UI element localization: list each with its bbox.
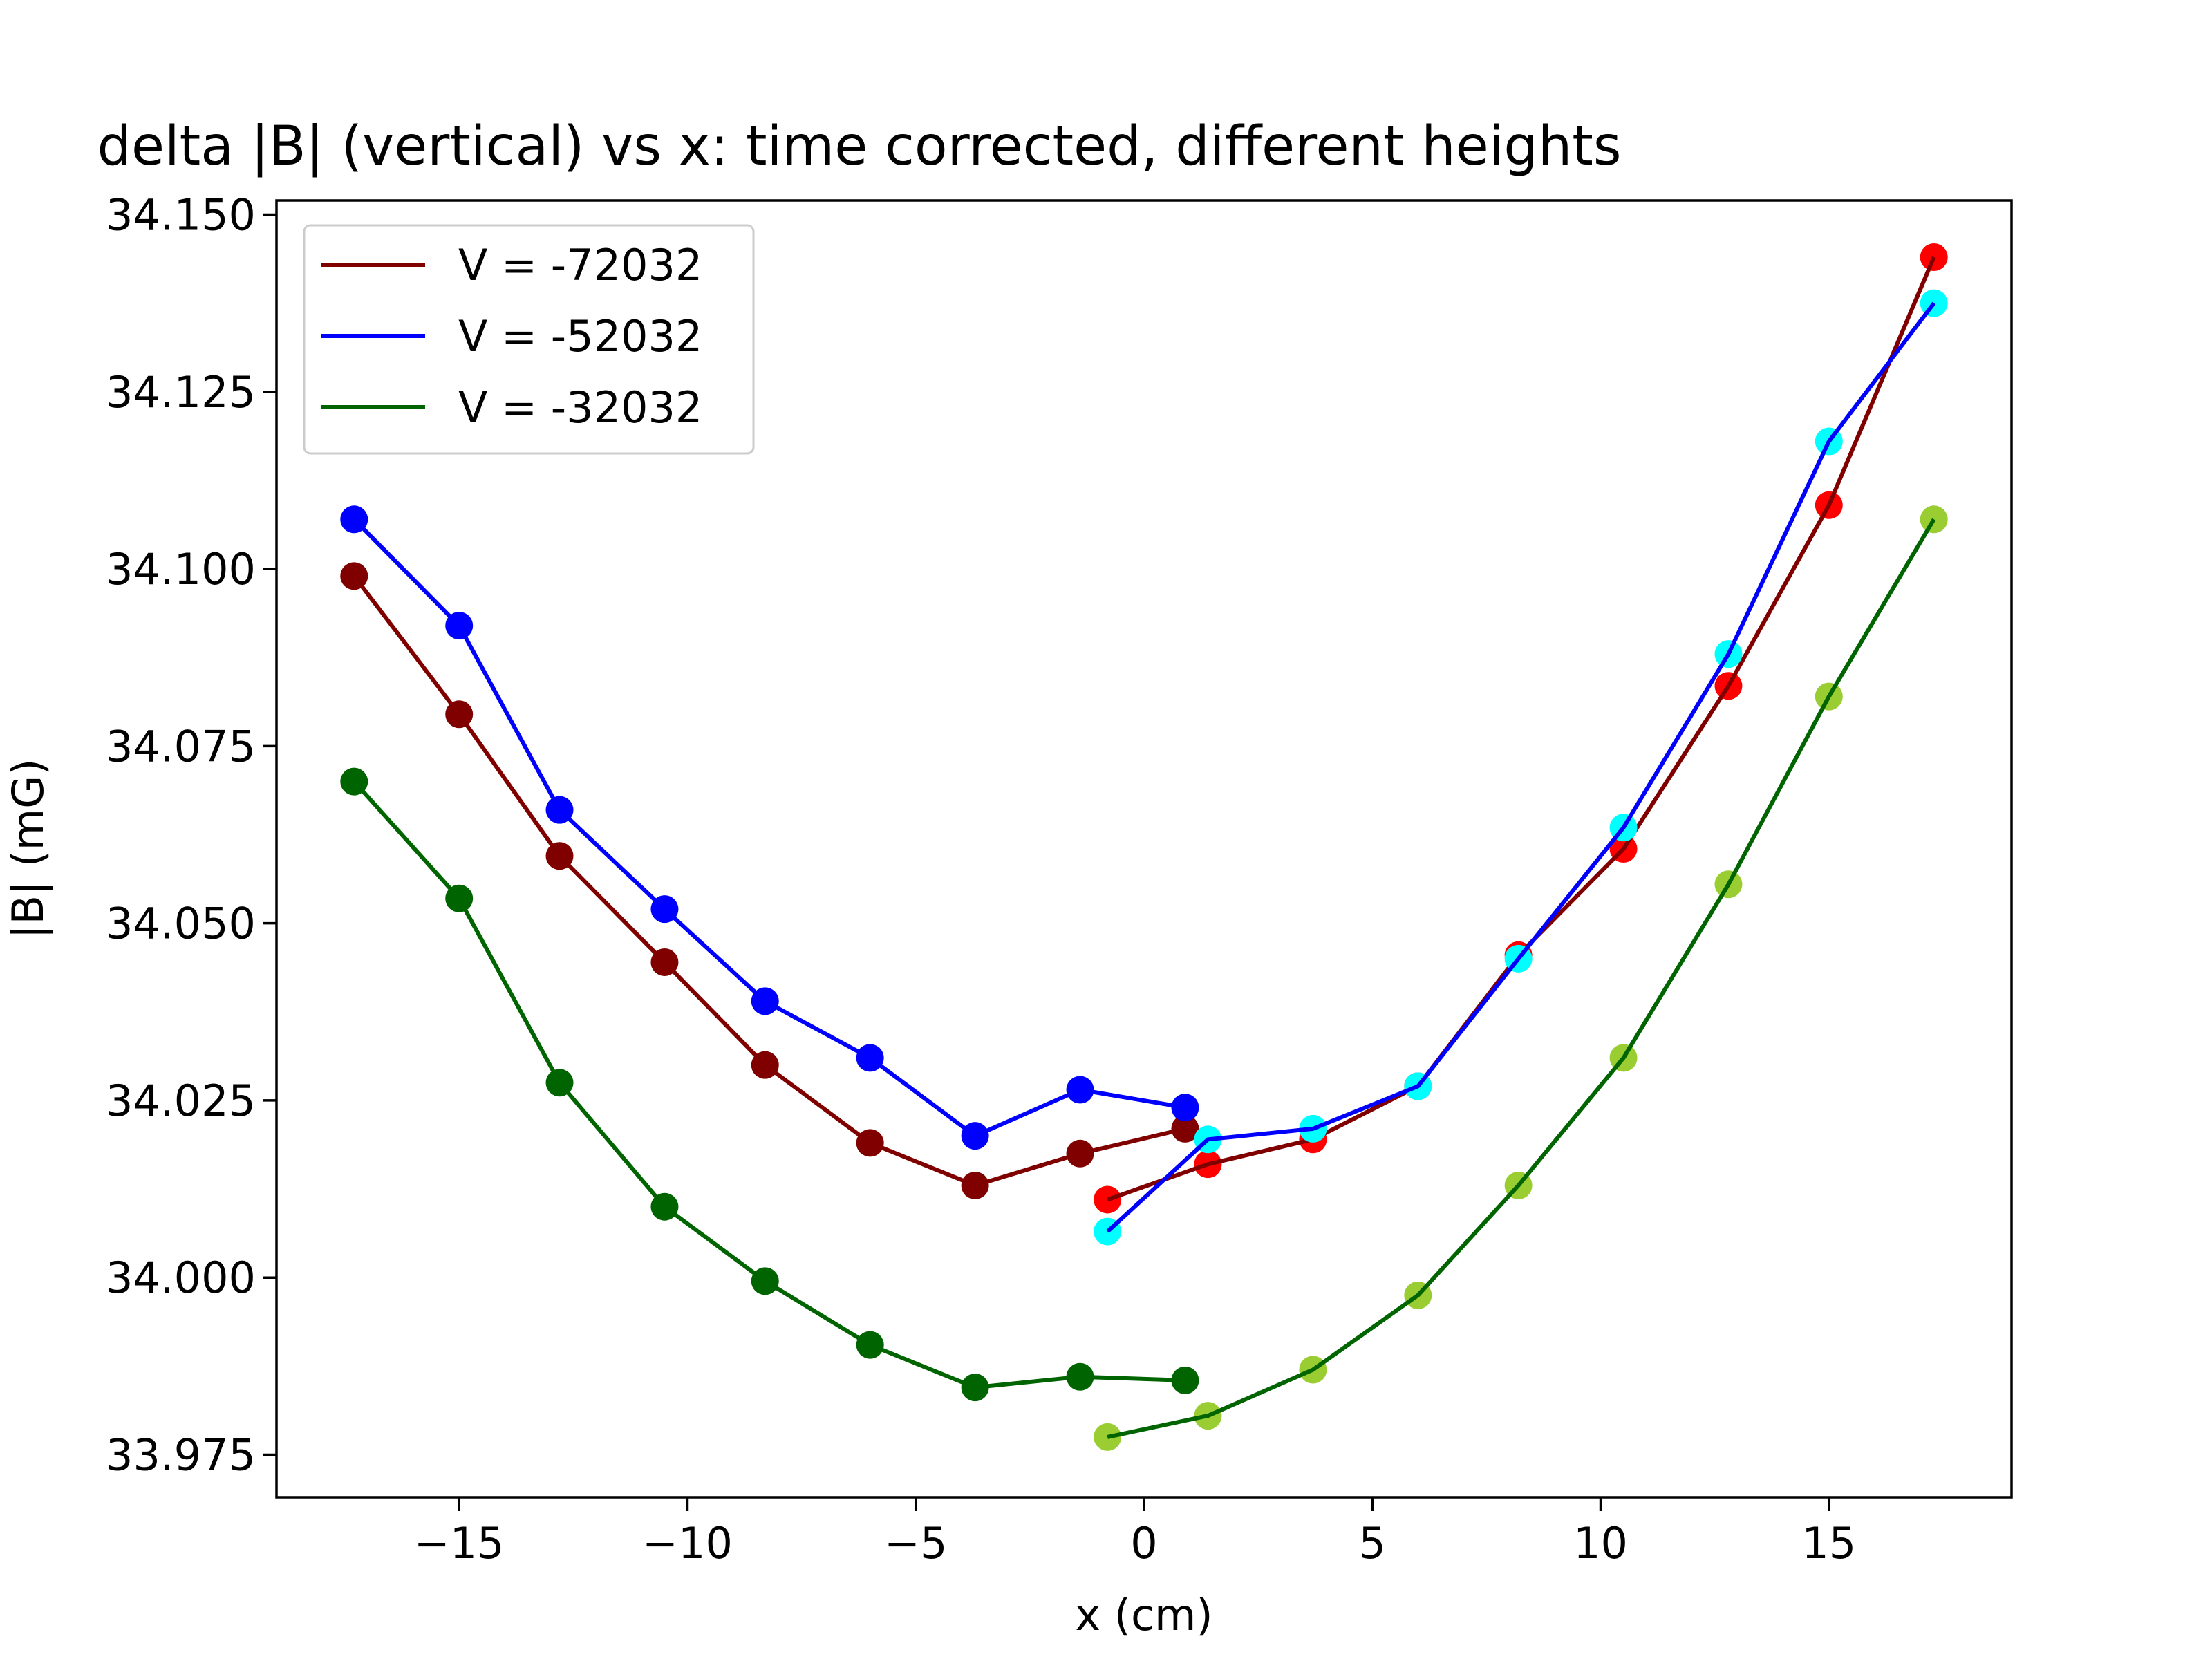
data-point [1094,1423,1122,1451]
data-point [1171,1366,1199,1394]
x-tick-label: 15 [1801,1518,1856,1568]
chart-title: delta |B| (vertical) vs x: time correcte… [97,115,1621,178]
legend-label: V = -32032 [458,382,702,433]
y-axis: 33.975 34.000 34.025 34.050 34.075 34.100 34.1… [106,190,276,1480]
y-tick-label: 34.075 [106,721,256,771]
data-point [1094,1185,1122,1214]
y-tick-label: 34.125 [106,367,256,418]
x-tick-label: −15 [414,1518,505,1568]
y-tick-label: 34.000 [106,1253,256,1303]
y-tick-label: 34.050 [106,899,256,949]
x-axis: −15 −10 −5 0 5 10 15 [414,1497,1856,1568]
series-line-segment [353,780,1185,1390]
series-line-segment [352,574,1186,1188]
y-axis-label: |B| (mG) [3,759,54,939]
y-tick-label: 33.975 [106,1430,256,1480]
data-point [1171,1094,1199,1122]
legend: V = -72032 V = -52032 V = -32032 [303,224,755,455]
y-tick-label: 34.150 [106,190,256,241]
y-tick-label: 34.100 [106,544,256,594]
series-3 [340,505,1948,1451]
legend-label: V = -52032 [458,311,702,362]
data-point [1171,1114,1199,1143]
x-tick-label: −5 [884,1518,947,1568]
plot-area [340,243,1948,1451]
x-axis-label: x (cm) [1075,1590,1212,1640]
x-tick-label: −10 [642,1518,733,1568]
x-tick-label: 10 [1573,1518,1628,1568]
x-tick-label: 0 [1130,1518,1157,1568]
x-tick-label: 5 [1359,1518,1386,1568]
series-line-segment [1107,518,1936,1439]
legend-box [303,224,755,455]
series-line-segment [353,518,1185,1138]
legend-label: V = -72032 [458,240,702,290]
series-line-segment [1106,301,1936,1233]
y-tick-label: 34.025 [106,1076,256,1126]
series-2 [340,289,1948,1246]
